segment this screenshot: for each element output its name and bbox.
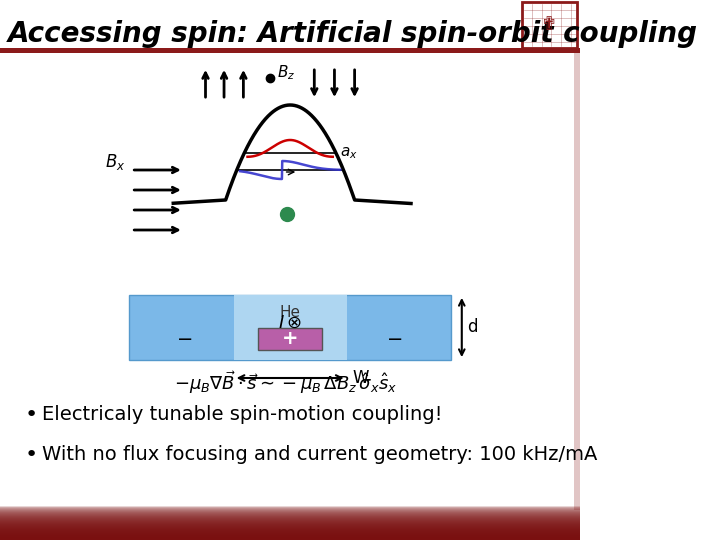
- Bar: [0, 537, 580, 538]
- Text: +: +: [282, 329, 298, 348]
- Text: $a_x$: $a_x$: [340, 145, 358, 161]
- Bar: [0, 520, 580, 522]
- Bar: [522, 2, 577, 48]
- Text: W: W: [352, 369, 369, 387]
- Bar: [0, 538, 580, 539]
- Bar: [0, 523, 580, 524]
- Bar: [0, 516, 580, 517]
- Bar: [574, 48, 580, 510]
- Bar: [0, 509, 580, 510]
- Bar: [0, 511, 580, 512]
- Bar: [0, 507, 580, 509]
- Bar: [0, 506, 580, 508]
- Bar: [258, 328, 323, 350]
- Bar: [0, 532, 580, 534]
- Bar: [0, 508, 580, 510]
- Bar: [0, 539, 580, 540]
- Text: •: •: [24, 445, 37, 465]
- Bar: [0, 525, 580, 526]
- Text: −: −: [387, 329, 403, 348]
- Bar: [0, 510, 580, 511]
- Text: −: −: [177, 329, 194, 348]
- Text: Accessing spin: Artificial spin-orbit coupling: Accessing spin: Artificial spin-orbit co…: [8, 20, 698, 48]
- Bar: [0, 48, 580, 53]
- Bar: [0, 518, 580, 519]
- Text: With no flux focusing and current geometry: 100 kHz/mA: With no flux focusing and current geomet…: [42, 446, 598, 464]
- Bar: [0, 519, 580, 521]
- Bar: [0, 527, 580, 529]
- Bar: [129, 295, 451, 360]
- Bar: [0, 517, 580, 518]
- Text: •: •: [24, 405, 37, 425]
- Text: ✟: ✟: [541, 15, 558, 33]
- Bar: [0, 514, 580, 516]
- Text: Electricaly tunable spin-motion coupling!: Electricaly tunable spin-motion coupling…: [42, 406, 442, 424]
- Bar: [0, 533, 580, 535]
- Bar: [0, 529, 580, 530]
- Bar: [0, 524, 580, 525]
- Bar: [234, 295, 346, 360]
- Bar: [0, 535, 580, 537]
- Text: He: He: [279, 305, 301, 320]
- Bar: [0, 0, 580, 52]
- Text: $-\mu_B \nabla \vec{B} \cdot \vec{s} \sim -\mu_B \, \Delta B_z \, \hat{\sigma}_x: $-\mu_B \nabla \vec{B} \cdot \vec{s} \si…: [174, 369, 397, 396]
- Bar: [0, 505, 580, 507]
- Text: d: d: [467, 319, 478, 336]
- Bar: [0, 536, 580, 537]
- Bar: [0, 515, 580, 516]
- Bar: [0, 534, 580, 536]
- Bar: [0, 528, 580, 530]
- Bar: [0, 530, 580, 531]
- Bar: [0, 522, 580, 523]
- Bar: [0, 512, 580, 514]
- Bar: [0, 521, 580, 523]
- Bar: [0, 513, 580, 515]
- Text: $I \otimes$: $I \otimes$: [278, 314, 302, 332]
- Bar: [0, 531, 580, 532]
- Text: $B_x$: $B_x$: [104, 152, 125, 172]
- Text: $B_z$: $B_z$: [277, 64, 295, 82]
- Bar: [0, 526, 580, 528]
